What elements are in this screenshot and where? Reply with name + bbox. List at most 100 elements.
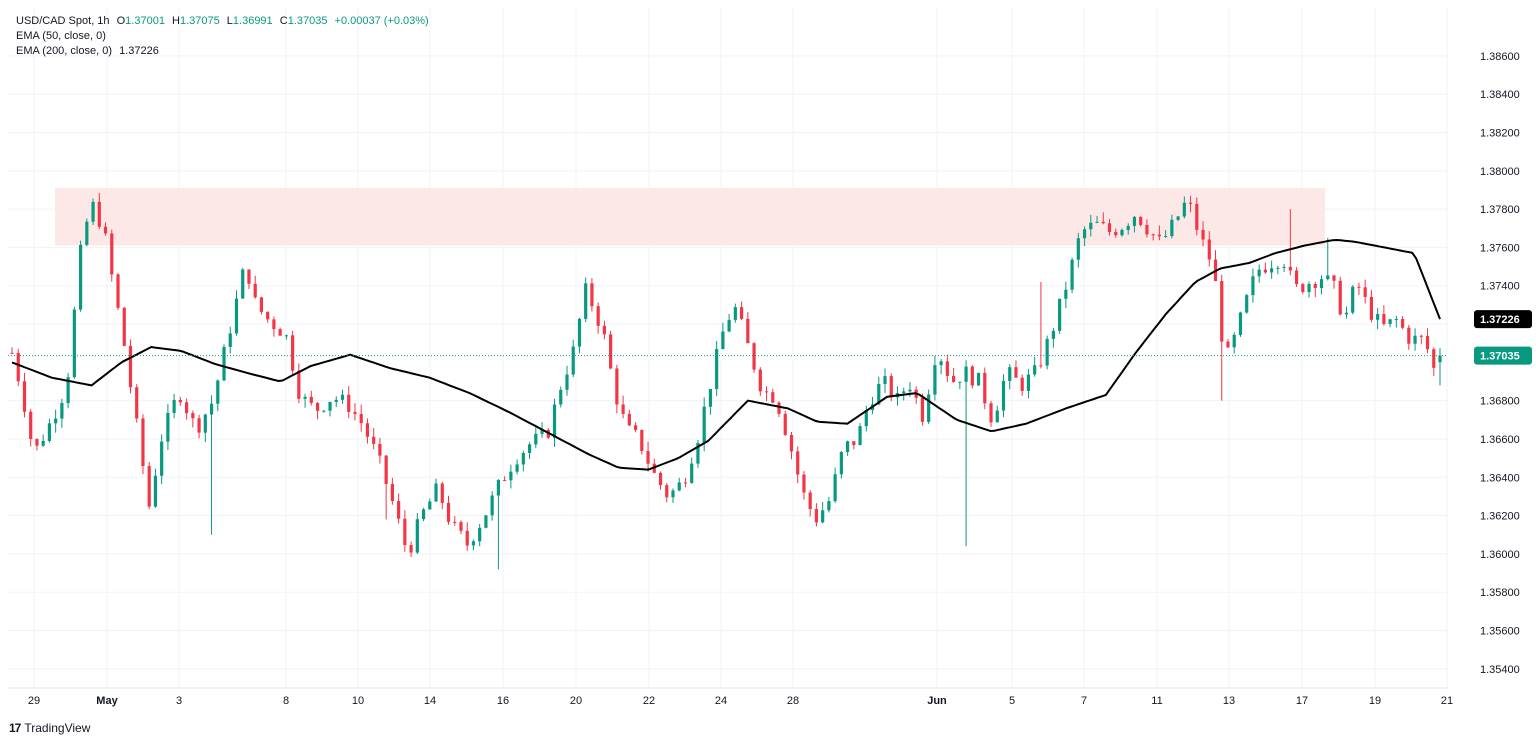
price-tick-label: 1.35600 xyxy=(1480,626,1520,638)
candle-body xyxy=(627,413,631,426)
candle-body xyxy=(135,387,139,419)
candle-body xyxy=(440,483,444,503)
candle-body xyxy=(234,298,239,334)
candle-body xyxy=(29,411,33,440)
candle-body xyxy=(1195,203,1199,230)
candle-body xyxy=(222,346,226,381)
candle-body xyxy=(764,391,769,393)
candle-body xyxy=(66,377,70,404)
candle-body xyxy=(160,441,164,476)
candle-body xyxy=(10,352,14,354)
candle-body xyxy=(1376,314,1380,320)
candle-body xyxy=(1413,335,1417,344)
candle-body xyxy=(789,434,794,452)
candle-body xyxy=(983,372,987,404)
candle-body xyxy=(72,309,76,378)
candle-body xyxy=(347,394,351,412)
price-axis: 1.35400 1.35600 1.35800 1.36000 1.36200 1.364… xyxy=(1474,51,1532,676)
candle-body xyxy=(1164,236,1168,238)
candle-body xyxy=(777,402,781,414)
candle-body xyxy=(565,374,569,390)
candle-body xyxy=(1307,284,1311,292)
brand-name: TradingView xyxy=(24,721,91,735)
candle-body xyxy=(1313,284,1317,289)
candle-body xyxy=(78,244,83,310)
candle-body xyxy=(471,541,476,546)
candle-body xyxy=(1076,238,1080,260)
candle-body xyxy=(478,527,482,542)
candle-body xyxy=(1188,202,1193,204)
candle-body xyxy=(403,518,407,546)
time-tick-label: 14 xyxy=(424,695,436,707)
candle-body xyxy=(640,429,644,452)
open-value: 1.37001 xyxy=(125,15,165,27)
candle-body xyxy=(297,370,301,399)
candle-body xyxy=(1207,239,1211,260)
candle-body xyxy=(1319,279,1324,289)
candle-body xyxy=(284,335,288,337)
symbol-label[interactable]: USD/CAD Spot, 1h xyxy=(16,15,110,27)
candle-body xyxy=(209,403,214,415)
candle-body xyxy=(783,413,787,435)
ema50-label: EMA (50, close, 0) xyxy=(16,30,106,42)
price-tick-label: 1.38600 xyxy=(1480,51,1520,63)
candle-body xyxy=(1245,295,1249,313)
time-axis: 29 May 3 8 10 14 16 20 22 24 28 Jun 5 7 11 13 17 19 21 xyxy=(28,695,1453,707)
candle-body xyxy=(1326,275,1330,280)
candle-body xyxy=(459,522,463,531)
price-tick-label: 1.36600 xyxy=(1480,434,1520,446)
candle-body xyxy=(1120,229,1124,236)
time-tick-label: 21 xyxy=(1441,695,1453,707)
candle-body xyxy=(1388,319,1392,324)
candle-body xyxy=(1344,312,1349,315)
candle-body xyxy=(253,283,257,298)
candle-body xyxy=(552,404,557,438)
candle-body xyxy=(328,401,332,411)
close-label: C xyxy=(279,15,288,27)
candle-body xyxy=(671,490,675,498)
candle-body xyxy=(933,365,937,395)
candle-body xyxy=(1276,267,1280,269)
candle-body xyxy=(1051,330,1055,339)
candle-body xyxy=(527,444,532,453)
ema200-legend-row[interactable]: EMA (200, close, 0) 1.37226 xyxy=(16,44,429,59)
candle-body xyxy=(1132,216,1137,226)
candle-body xyxy=(409,545,413,553)
high-value: 1.37075 xyxy=(179,15,220,27)
candle-body xyxy=(1257,269,1261,277)
candle-body xyxy=(421,509,426,520)
ema200-price-tag-text: 1.37226 xyxy=(1480,314,1520,326)
candle-body xyxy=(35,439,39,446)
candle-body xyxy=(633,425,638,430)
candle-body xyxy=(428,501,432,510)
candle-body xyxy=(359,413,363,424)
candle-body xyxy=(496,480,500,496)
price-tick-label: 1.38000 xyxy=(1480,166,1520,178)
candle-body xyxy=(559,389,563,405)
candle-body xyxy=(1064,289,1068,299)
price-tick-label: 1.38400 xyxy=(1480,89,1520,101)
candle-body xyxy=(1045,338,1049,366)
ema50-legend-row[interactable]: EMA (50, close, 0) xyxy=(16,29,429,44)
price-tick-label: 1.36400 xyxy=(1480,472,1520,484)
tradingview-brand[interactable]: 17 TradingView xyxy=(9,721,90,735)
candle-body xyxy=(1382,314,1386,324)
candle-body xyxy=(1332,275,1336,281)
candle-body xyxy=(1288,266,1292,271)
candle-body xyxy=(153,475,158,507)
candle-body xyxy=(1139,216,1143,225)
candle-body xyxy=(228,333,232,347)
close-value: 1.37035 xyxy=(287,15,328,27)
candle-body xyxy=(1363,287,1367,297)
time-tick-label: 22 xyxy=(643,695,655,707)
candle-body xyxy=(1033,365,1037,375)
candle-body xyxy=(509,471,513,481)
candle-body xyxy=(665,485,669,498)
candle-body xyxy=(945,361,949,376)
time-tick-label: 24 xyxy=(715,695,727,707)
candle-body xyxy=(247,269,251,284)
candle-body xyxy=(1294,270,1299,285)
